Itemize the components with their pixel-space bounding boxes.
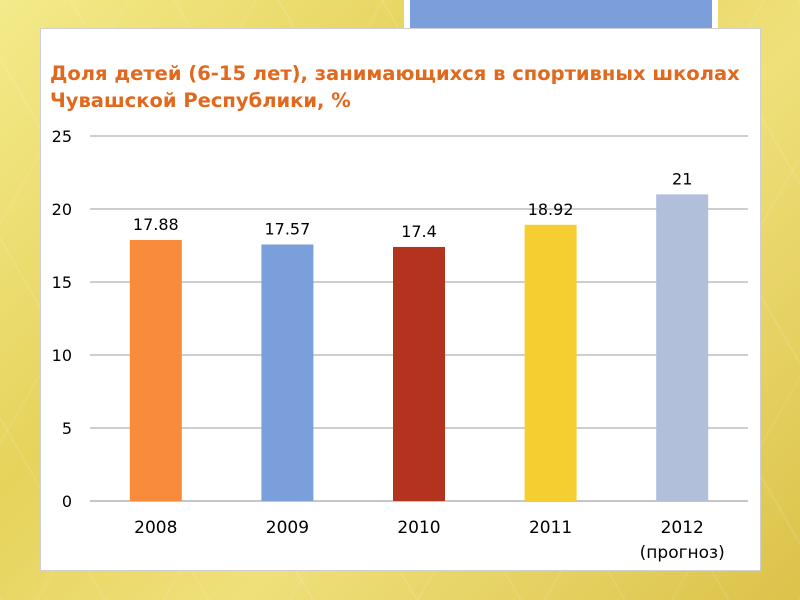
y-tick-label: 10	[52, 346, 72, 365]
data-label: 17.88	[133, 215, 179, 234]
y-tick-label: 15	[52, 273, 72, 292]
bar	[656, 194, 709, 501]
bar	[129, 239, 182, 501]
y-tick-label: 25	[52, 127, 72, 146]
category-label: 2010	[397, 518, 440, 538]
y-tick-label: 20	[52, 200, 72, 219]
chart-title: Доля детей (6-15 лет), занимающихся в сп…	[50, 62, 740, 112]
category-label: (прогноз)	[640, 543, 725, 563]
data-label: 17.4	[401, 222, 437, 241]
category-label: 2008	[134, 518, 177, 538]
y-tick-label: 5	[62, 419, 72, 438]
data-label: 17.57	[264, 219, 310, 238]
bar	[524, 224, 577, 501]
data-label: 21	[672, 169, 692, 188]
bar	[393, 246, 445, 501]
data-label: 18.92	[528, 200, 574, 219]
bar	[261, 244, 314, 501]
category-label: 2011	[529, 518, 572, 538]
category-label: 2012	[661, 518, 704, 538]
category-label: 2009	[266, 518, 309, 538]
y-tick-label: 0	[62, 492, 72, 511]
